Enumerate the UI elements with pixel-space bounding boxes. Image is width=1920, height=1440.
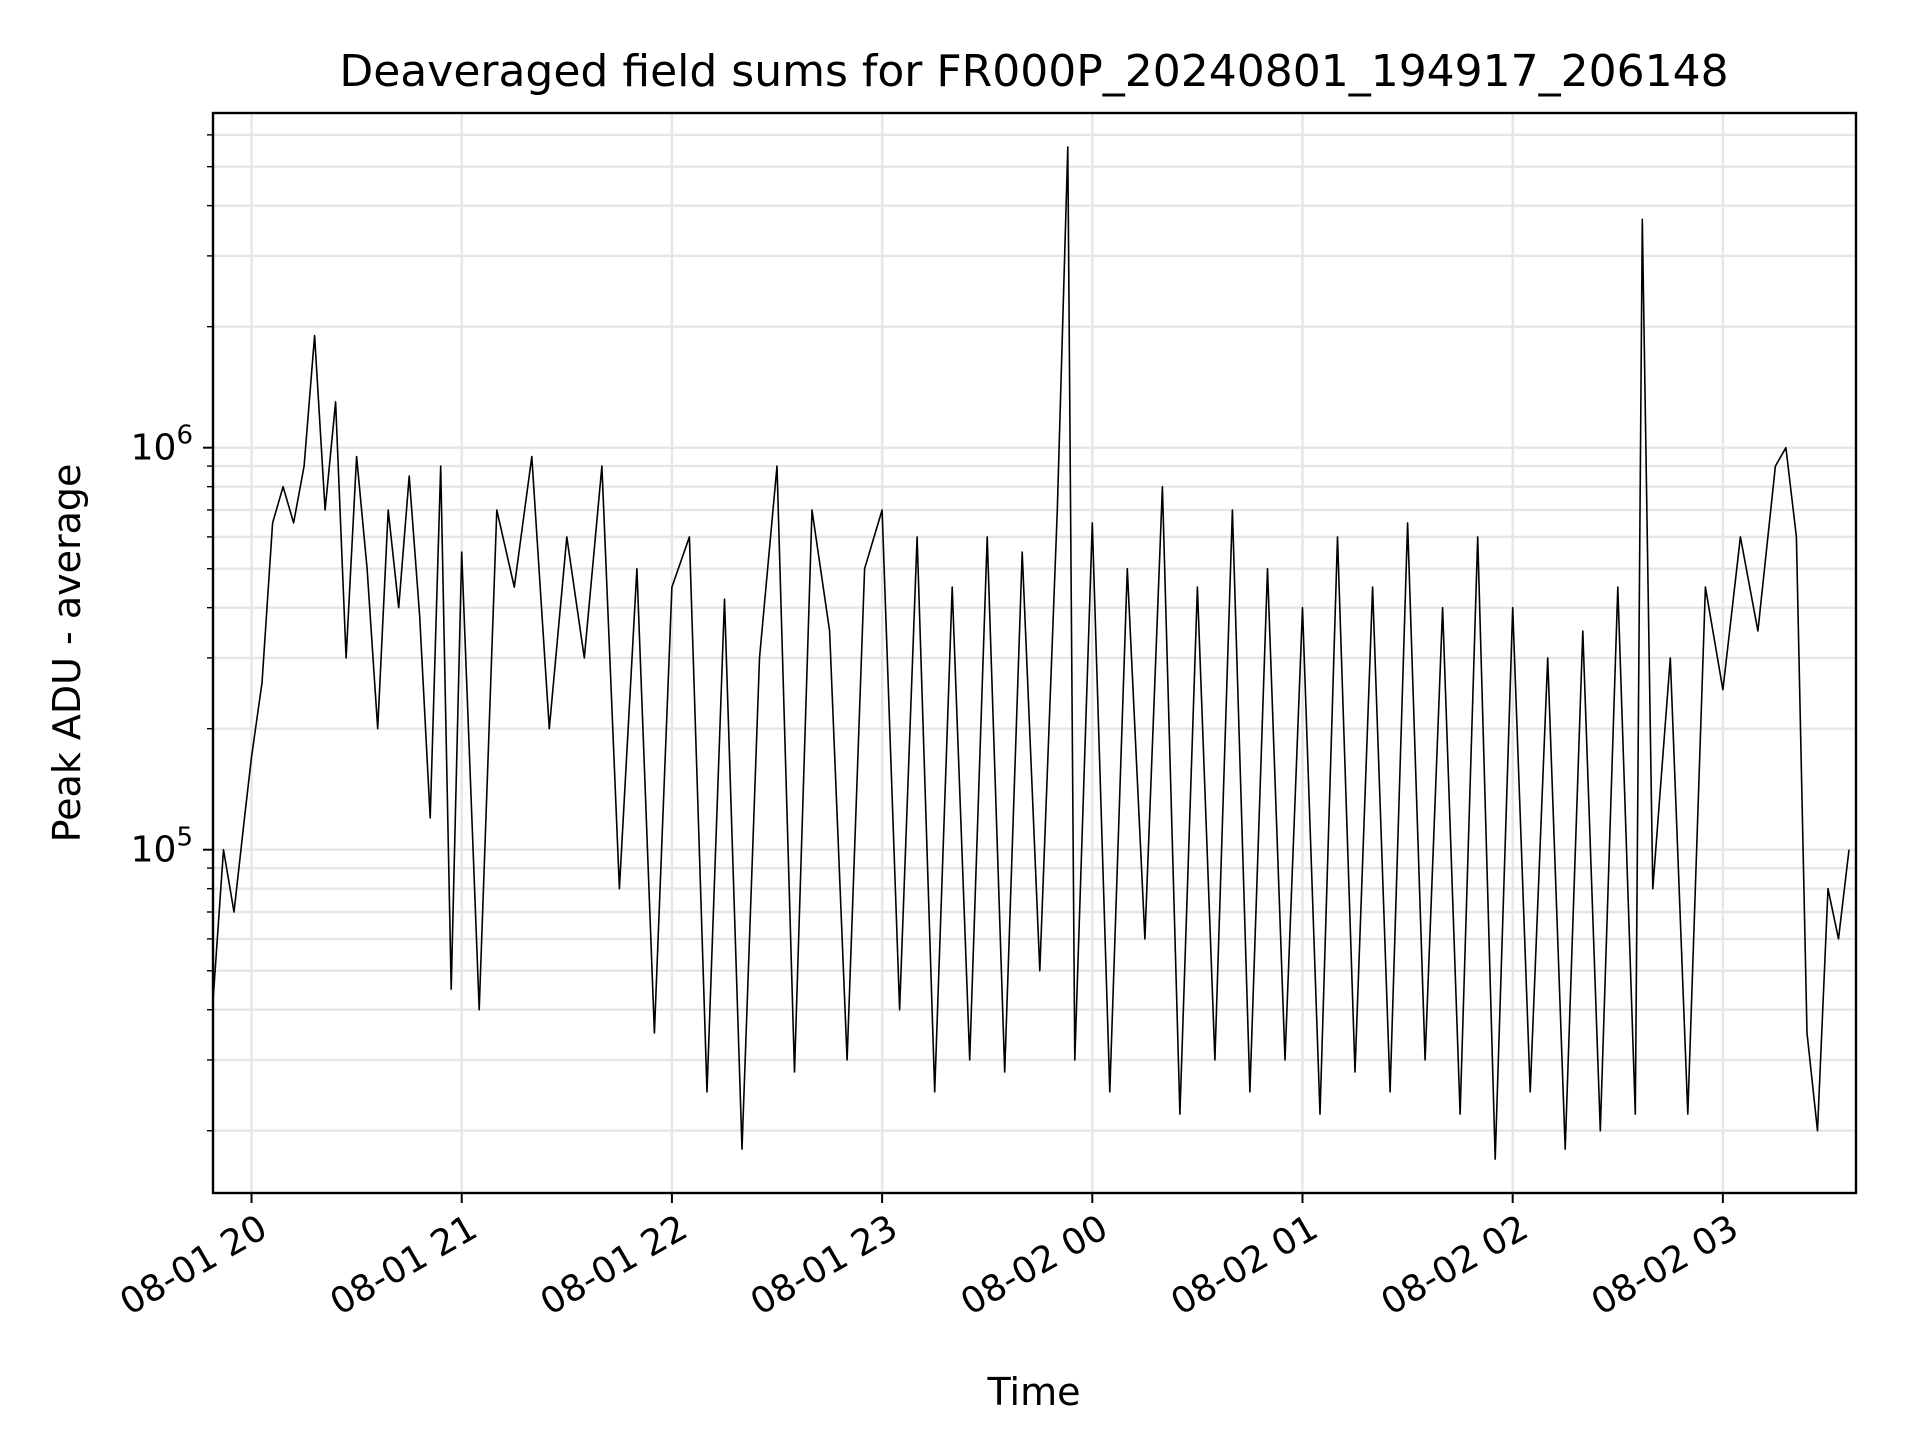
series-line	[212, 146, 1850, 1160]
grid	[213, 113, 1856, 1193]
y-tick-label: 106	[131, 421, 193, 469]
y-tick-label: 105	[131, 823, 193, 871]
plot-data	[212, 146, 1850, 1160]
chart-title: Deaveraged field sums for FR000P_2024080…	[339, 46, 1728, 97]
plot-frame	[211, 111, 1858, 1195]
y-axis-label: Peak ADU - average	[45, 464, 89, 843]
x-axis-label: Time	[987, 1370, 1081, 1414]
